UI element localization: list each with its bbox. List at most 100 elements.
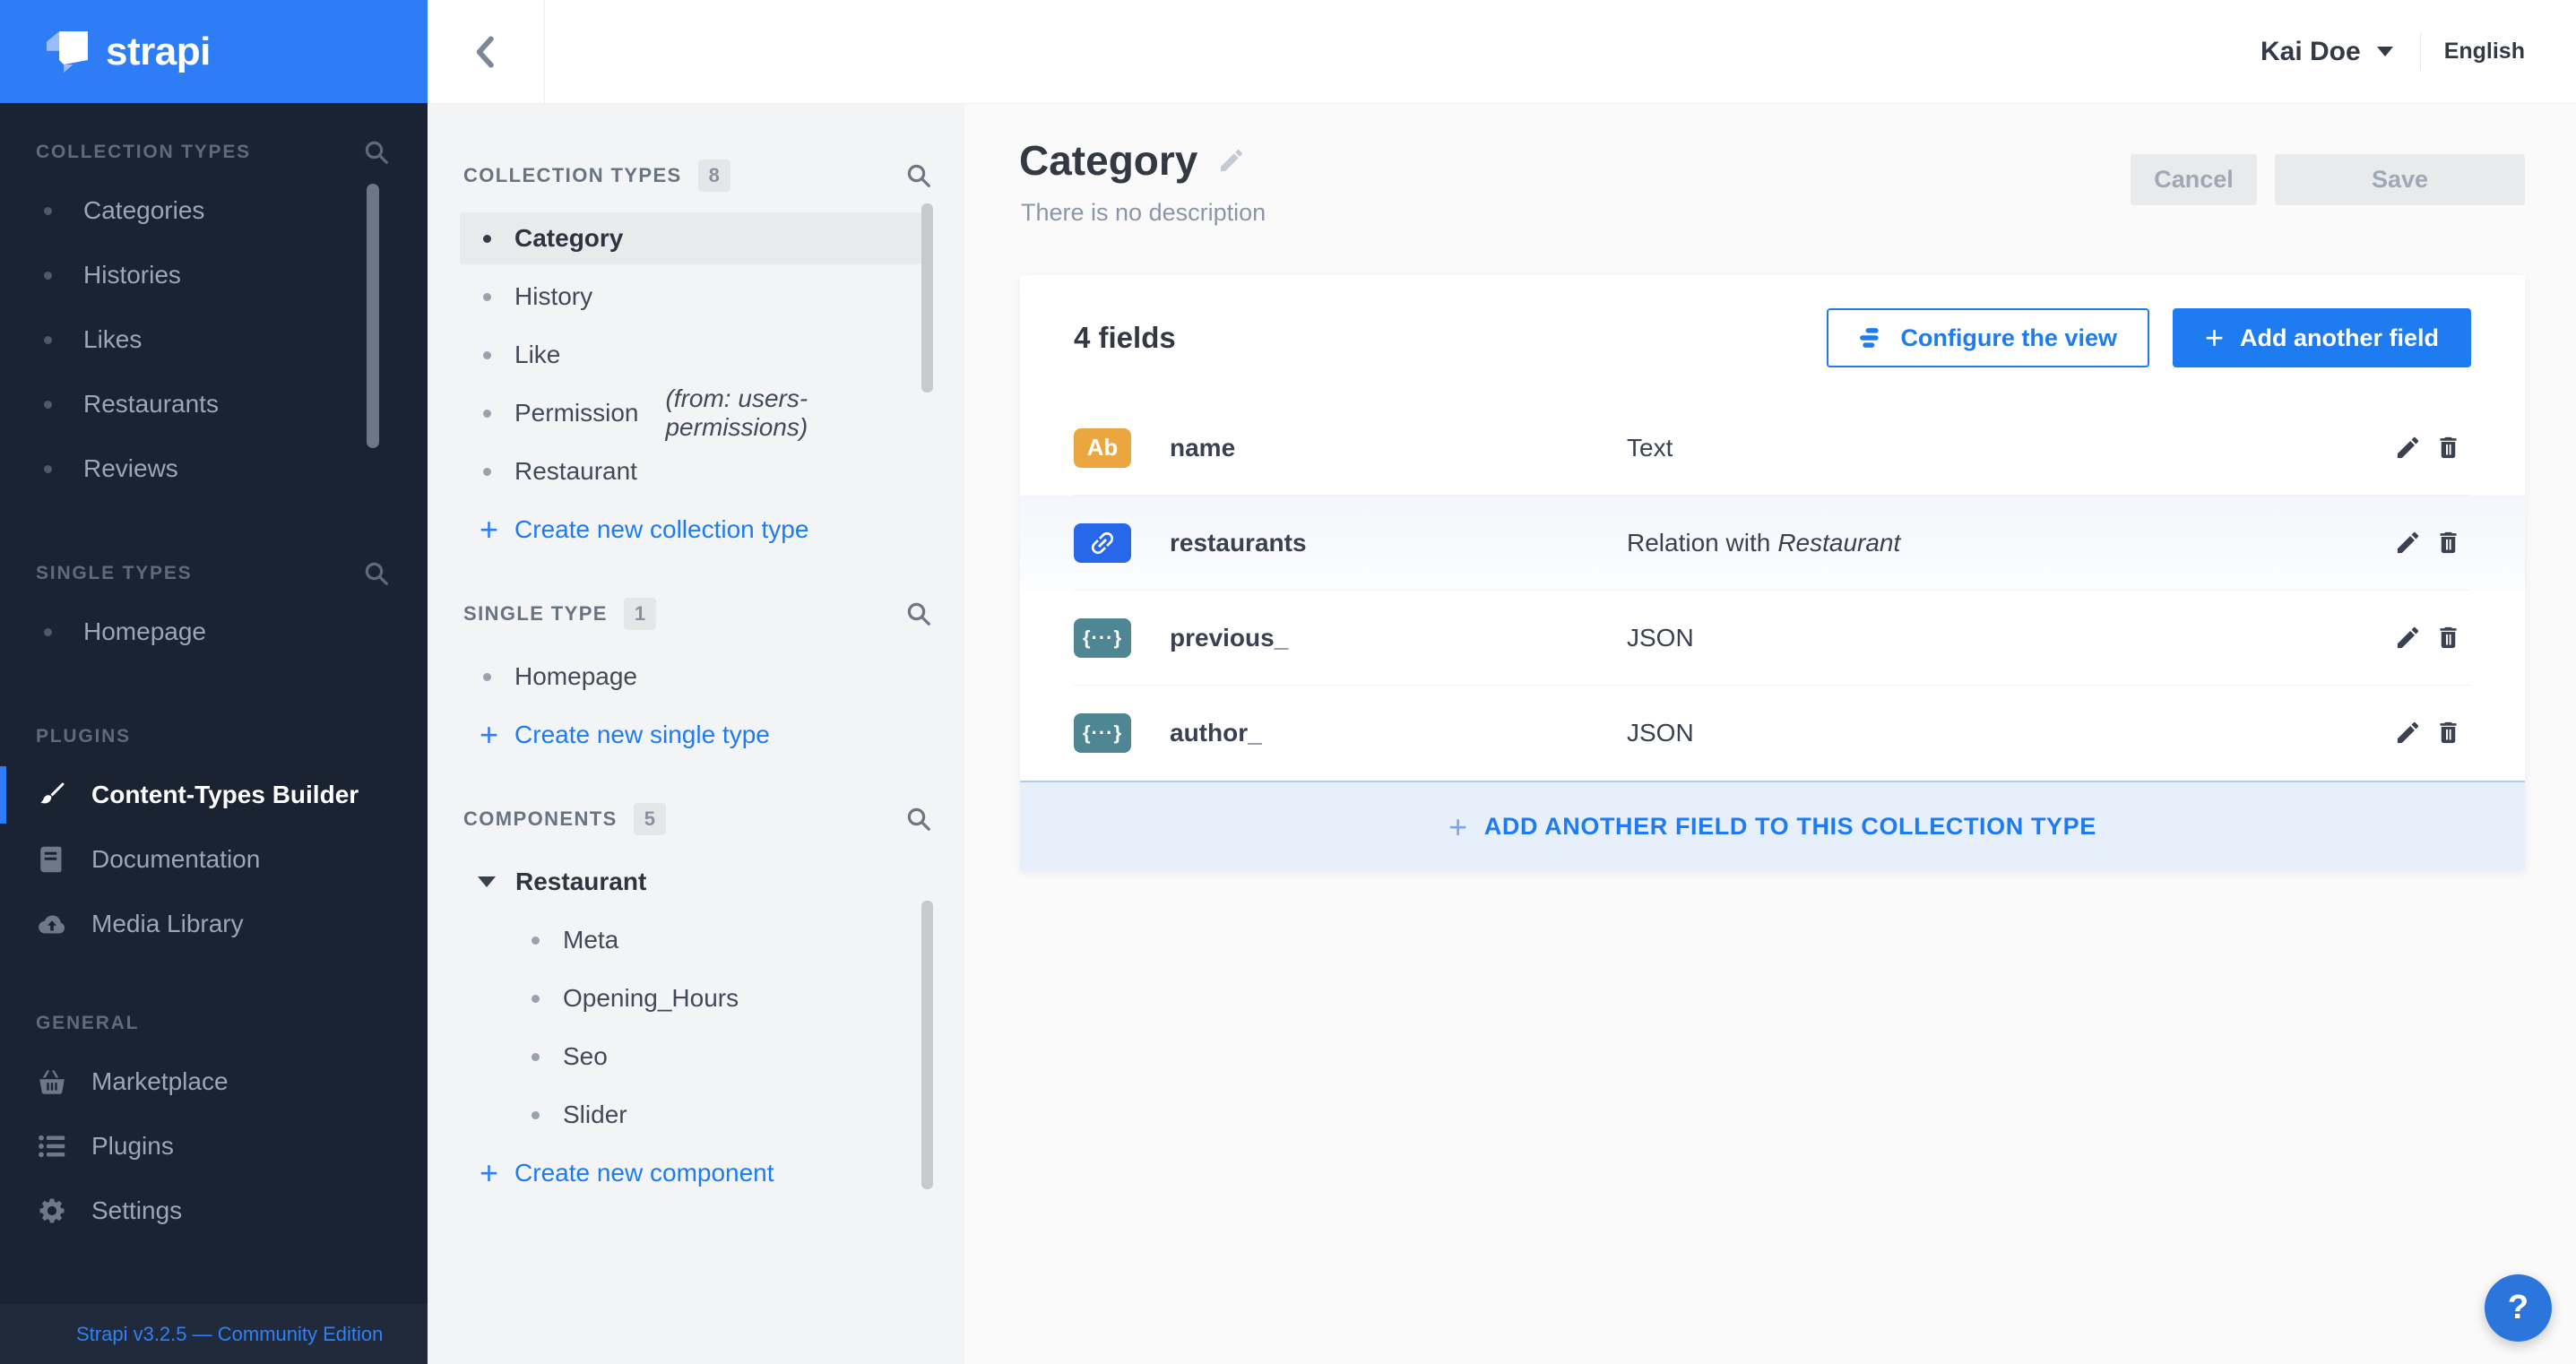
page-title-text: Category [1019, 137, 1198, 184]
back-button[interactable] [428, 0, 545, 103]
trash-icon[interactable] [2434, 624, 2462, 652]
sidebar-item-label: Histories [83, 261, 181, 289]
row-actions [2394, 529, 2462, 557]
table-row[interactable]: {···} previous_ JSON [1020, 591, 2525, 685]
panel-item-label: Restaurant [515, 868, 647, 895]
row-actions [2394, 719, 2462, 747]
panel-item-category[interactable]: Category [460, 212, 929, 264]
configure-view-button[interactable]: Configure the view [1827, 308, 2149, 367]
fields-count: 4 fields [1074, 321, 1176, 354]
sidebar-item-categories[interactable]: Categories [0, 178, 428, 243]
sidebar-item-restaurants[interactable]: Restaurants [0, 372, 428, 436]
search-icon[interactable] [905, 162, 932, 189]
sidebar-item-label: Media Library [91, 910, 244, 937]
language-selector[interactable]: English [2443, 39, 2525, 64]
edit-pencil-icon[interactable] [2394, 434, 2422, 462]
create-collection-type-link[interactable]: + Create new collection type [460, 504, 929, 556]
sidebar-item-reviews[interactable]: Reviews [0, 436, 428, 501]
create-component-link[interactable]: + Create new component [460, 1147, 929, 1199]
relation-field-badge [1074, 522, 1131, 563]
page-subtitle: There is no description [1021, 199, 1266, 226]
json-field-badge: {···} [1074, 712, 1131, 753]
edit-pencil-icon[interactable] [2394, 719, 2422, 747]
search-icon[interactable] [905, 806, 932, 833]
panel-item-source-suffix: (from: users-permissions) [665, 384, 808, 441]
panel-item-restaurant-component[interactable]: Restaurant [460, 856, 929, 908]
panel-item-meta[interactable]: Meta [460, 914, 929, 966]
sidebar-footer[interactable]: Strapi v3.2.5 — Community Edition [0, 1304, 428, 1364]
row-actions [2394, 624, 2462, 652]
search-icon[interactable] [363, 560, 390, 587]
sidebar-scrollbar-thumb[interactable] [367, 184, 379, 448]
panel-item-permission[interactable]: Permission (from: users-permissions) [460, 384, 929, 441]
sidebar-item-label: Marketplace [91, 1067, 229, 1095]
sidebar-item-likes[interactable]: Likes [0, 307, 428, 372]
sidebar-item-homepage[interactable]: Homepage [0, 600, 428, 664]
table-row[interactable]: {···} author_ JSON [1020, 686, 2525, 780]
sidebar-item-plugins[interactable]: Plugins [0, 1114, 428, 1178]
sidebar-item-settings[interactable]: Settings [0, 1178, 428, 1243]
bullet-icon [532, 994, 540, 1003]
panel-item-seo[interactable]: Seo [460, 1031, 929, 1083]
section-label: PLUGINS [36, 726, 131, 747]
panel-item-restaurant[interactable]: Restaurant [460, 445, 929, 497]
brand-name: strapi [106, 29, 211, 73]
bullet-icon [483, 467, 491, 476]
card-header-actions: Configure the view + Add another field [1827, 308, 2471, 367]
add-another-field-button[interactable]: + Add another field [2172, 308, 2471, 367]
sidebar-item-media-library[interactable]: Media Library [0, 892, 428, 956]
field-type: JSON [1627, 623, 1694, 652]
edit-pencil-icon[interactable] [2394, 529, 2422, 557]
panel-scrollbar-thumb[interactable] [921, 901, 933, 1189]
bullet-icon [483, 672, 491, 681]
panel-section-single-type: SINGLE TYPE 1 [428, 598, 964, 630]
panel-item-history[interactable]: History [460, 271, 929, 323]
table-row[interactable]: restaurants Relation with Restaurant [1020, 496, 2525, 590]
panel-item-opening-hours[interactable]: Opening_Hours [460, 972, 929, 1024]
field-name: previous_ [1170, 623, 1289, 652]
button-label: Configure the view [1900, 324, 2117, 351]
sidebar-item-label: Plugins [91, 1132, 174, 1160]
sidebar-item-label: Content-Types Builder [91, 781, 359, 808]
create-single-type-link[interactable]: + Create new single type [460, 709, 929, 761]
help-button[interactable]: ? [2485, 1274, 2552, 1342]
bullet-icon [532, 936, 540, 945]
strapi-logo-icon [47, 30, 88, 73]
sidebar-section-general: GENERAL [0, 1008, 428, 1039]
panel-item-label: Opening_Hours [563, 984, 739, 1012]
search-icon[interactable] [905, 600, 932, 627]
save-button[interactable]: Save [2275, 154, 2525, 205]
add-row-label: ADD ANOTHER FIELD TO THIS COLLECTION TYP… [1483, 813, 2096, 840]
field-name: author_ [1170, 718, 1262, 747]
row-divider [1074, 495, 2471, 496]
sidebar-item-content-types-builder[interactable]: Content-Types Builder [0, 763, 428, 827]
trash-icon[interactable] [2434, 434, 2462, 462]
panel-item-homepage[interactable]: Homepage [460, 651, 929, 703]
user-menu[interactable]: Kai Doe [2260, 37, 2393, 67]
sidebar-item-histories[interactable]: Histories [0, 243, 428, 307]
panel-item-like[interactable]: Like [460, 329, 929, 381]
sidebar-item-marketplace[interactable]: Marketplace [0, 1049, 428, 1114]
bullet-icon [483, 292, 491, 301]
sidebar-item-documentation[interactable]: Documentation [0, 827, 428, 892]
panel-item-slider[interactable]: Slider [460, 1089, 929, 1141]
cancel-button[interactable]: Cancel [2131, 154, 2257, 205]
edit-title-pencil-icon[interactable] [1217, 146, 1246, 175]
field-type: JSON [1627, 718, 1694, 747]
collection-types-list: Categories Histories Likes Restaurants R… [0, 178, 428, 501]
general-list: Marketplace Plugins Settings [0, 1049, 428, 1243]
panel-scrollbar-thumb[interactable] [921, 203, 933, 393]
bullet-icon [44, 271, 52, 280]
trash-icon[interactable] [2434, 719, 2462, 747]
panel-section-label: SINGLE TYPE [463, 602, 608, 625]
bullet-icon [44, 400, 52, 409]
table-row[interactable]: Ab name Text [1020, 401, 2525, 495]
search-icon[interactable] [363, 139, 390, 166]
section-label: COLLECTION TYPES [36, 142, 251, 162]
panel-collection-list: Category History Like Permission (from: u… [460, 212, 929, 556]
trash-icon[interactable] [2434, 529, 2462, 557]
logo-bar[interactable]: strapi [0, 0, 428, 103]
add-field-to-collection-row[interactable]: + ADD ANOTHER FIELD TO THIS COLLECTION T… [1020, 781, 2525, 871]
version-link: Strapi v3.2.5 — Community Edition [76, 1322, 384, 1345]
edit-pencil-icon[interactable] [2394, 624, 2422, 652]
